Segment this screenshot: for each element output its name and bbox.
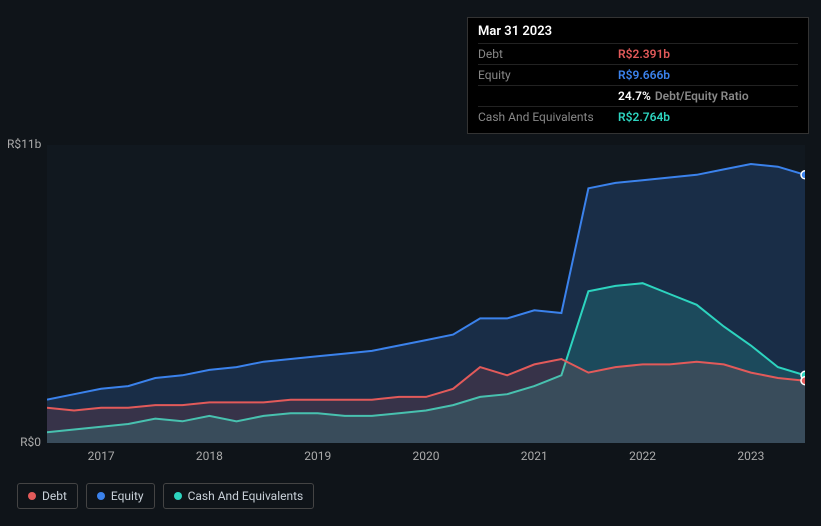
y-axis-label: R$11b [7, 137, 41, 151]
tooltip-row: EquityR$9.666b [478, 64, 798, 85]
tooltip-row: DebtR$2.391b [478, 43, 798, 64]
legend-label: Cash And Equivalents [188, 489, 304, 503]
x-axis-label: 2022 [629, 449, 656, 463]
tooltip-label: Debt [478, 47, 618, 61]
tooltip-label [478, 89, 618, 103]
tooltip-row: 24.7% Debt/Equity Ratio [478, 85, 798, 106]
legend-dot-icon [174, 492, 182, 500]
legend-dot-icon [97, 492, 105, 500]
y-axis-label: R$0 [7, 435, 41, 449]
x-axis-label: 2023 [737, 449, 764, 463]
tooltip-value: R$2.391b [618, 47, 670, 61]
x-axis-label: 2021 [521, 449, 548, 463]
legend-label: Equity [111, 489, 144, 503]
chart-tooltip: Mar 31 2023 DebtR$2.391bEquityR$9.666b24… [467, 17, 809, 134]
x-axis-label: 2020 [413, 449, 440, 463]
legend-item[interactable]: Debt [17, 483, 78, 509]
x-axis-label: 2018 [196, 449, 223, 463]
x-axis-label: 2017 [88, 449, 115, 463]
tooltip-row: Cash And EquivalentsR$2.764b [478, 106, 798, 127]
legend-dot-icon [28, 492, 36, 500]
tooltip-value: R$9.666b [618, 68, 670, 82]
legend-item[interactable]: Cash And Equivalents [163, 483, 315, 509]
legend-item[interactable]: Equity [86, 483, 155, 509]
tooltip-value: 24.7% [618, 89, 651, 103]
chart-legend: Debt Equity Cash And Equivalents [17, 483, 314, 509]
tooltip-value: R$2.764b [618, 110, 670, 124]
chart-plot[interactable] [47, 145, 805, 443]
tooltip-label: Cash And Equivalents [478, 110, 618, 124]
tooltip-date: Mar 31 2023 [478, 24, 798, 43]
chart-container: Mar 31 2023 DebtR$2.391bEquityR$9.666b24… [0, 0, 821, 526]
tooltip-extra: Debt/Equity Ratio [655, 89, 749, 103]
x-axis-label: 2019 [304, 449, 331, 463]
tooltip-label: Equity [478, 68, 618, 82]
legend-label: Debt [42, 489, 67, 503]
